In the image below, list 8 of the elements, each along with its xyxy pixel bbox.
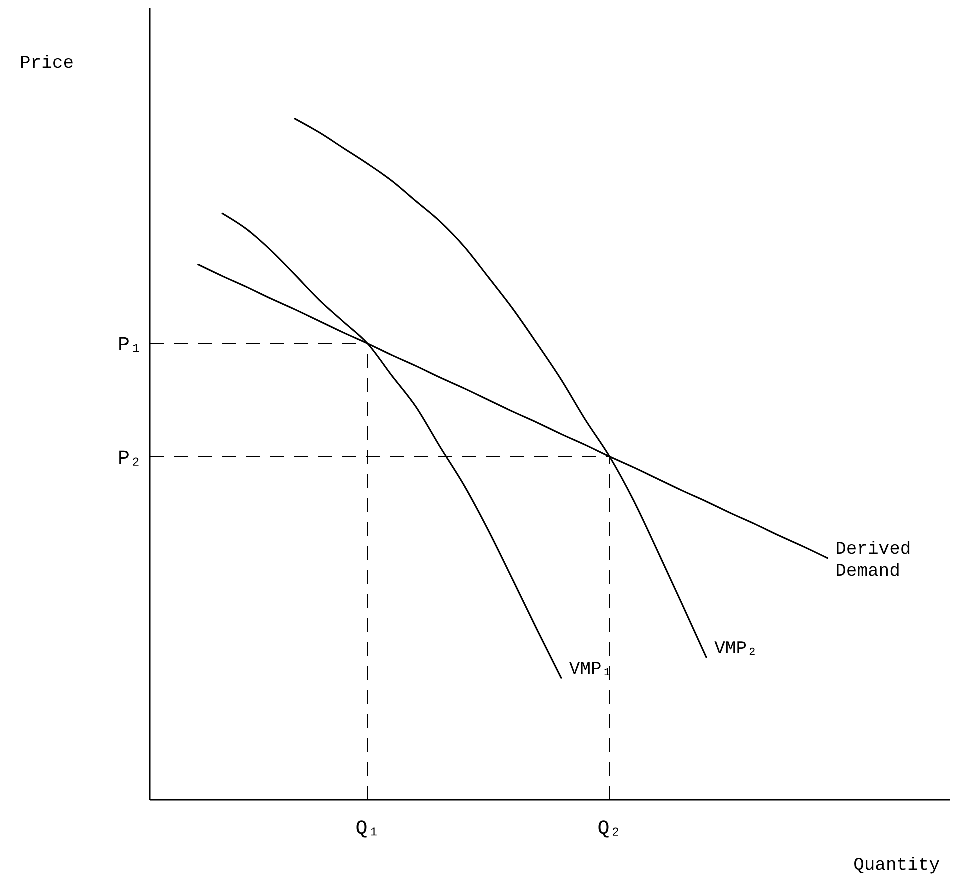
ref-line-label: P₁: [118, 334, 142, 358]
series-label: Derived Demand: [836, 540, 912, 582]
x-axis-title: Quantity: [854, 856, 940, 876]
x-tick-label: Q₁: [356, 818, 380, 841]
y-axis-title: Price: [20, 54, 74, 74]
ref-line-label: P₂: [118, 448, 142, 471]
series-label: VMP₂: [714, 640, 758, 660]
x-tick-label: Q₂: [598, 818, 622, 841]
